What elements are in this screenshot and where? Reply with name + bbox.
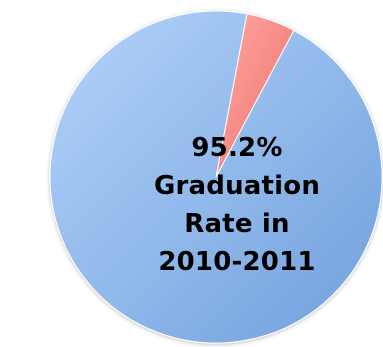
- pie-slice-graduated: [49, 10, 383, 344]
- annotation-line-4: 2010-2011: [158, 247, 316, 277]
- annotation-line-2: Graduation: [153, 171, 321, 201]
- annotation-line-3: Rate in: [184, 209, 290, 239]
- graduation-rate-annotation: 95.2% Graduation Rate in 2010-2011: [142, 129, 332, 281]
- annotation-line-1: 95.2%: [191, 133, 283, 163]
- pie-slices: [49, 10, 383, 344]
